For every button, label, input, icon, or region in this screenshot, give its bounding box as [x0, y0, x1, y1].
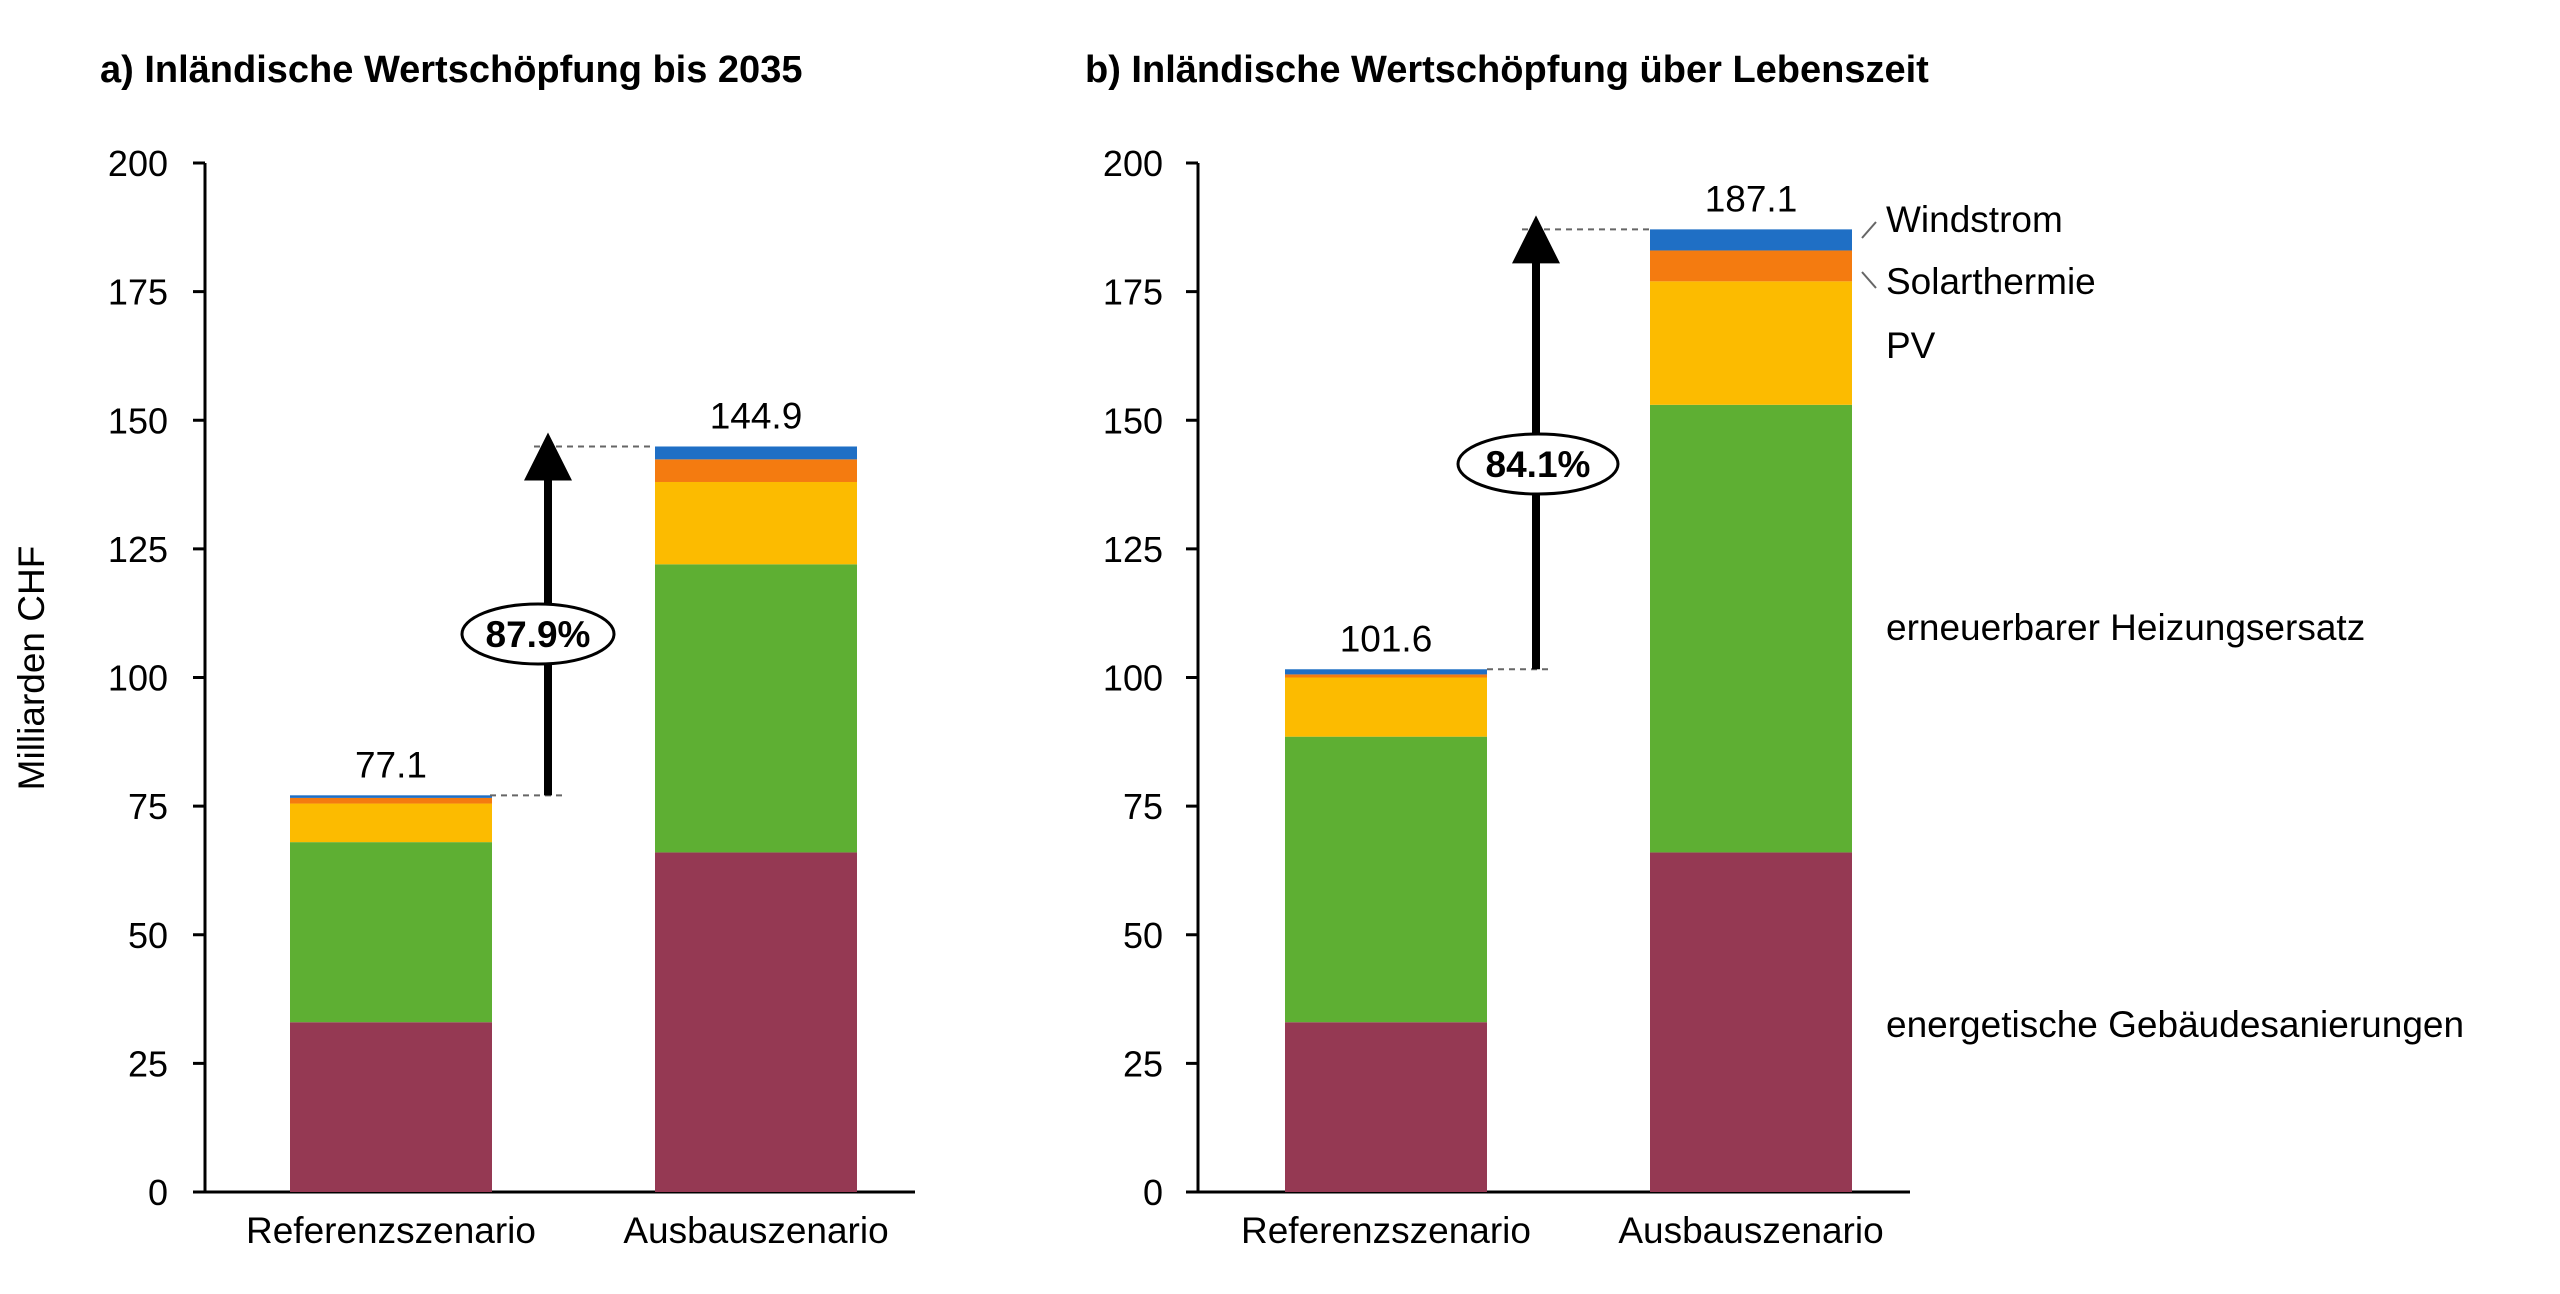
legend-leader-solarthermie — [1861, 271, 1877, 289]
bar-segment — [1285, 669, 1487, 675]
x-category-label: Referenzszenario — [246, 1210, 536, 1251]
bar-segment — [1285, 1022, 1487, 1192]
x-category-label: Ausbauszenario — [623, 1210, 888, 1251]
y-tick-label: 100 — [1103, 658, 1163, 699]
bar-segment — [290, 1022, 492, 1192]
panel-b-chart: b) Inländische Wertschöpfung über Lebens… — [1085, 49, 1929, 1251]
y-tick-label: 100 — [108, 658, 168, 699]
y-tick-label: 125 — [108, 529, 168, 570]
legend-pv: PV — [1886, 325, 1936, 366]
y-tick-label: 200 — [108, 143, 168, 184]
legend-leader-windstrom — [1861, 221, 1877, 239]
y-tick-label: 75 — [128, 786, 168, 827]
panel-a-axis: 0 25 50 75 100 125 150 175 200 — [108, 143, 915, 1213]
panel-a-increase-label: 87.9% — [486, 614, 591, 655]
bar-total-label: 101.6 — [1340, 618, 1433, 659]
y-tick-label: 25 — [1123, 1043, 1163, 1084]
legend: Windstrom Solarthermie PV erneuerbarer H… — [1861, 199, 2464, 1045]
y-tick-label: 175 — [108, 272, 168, 313]
y-tick-label: 25 — [128, 1043, 168, 1084]
y-tick-label: 0 — [1143, 1172, 1163, 1213]
bar-total-label: 77.1 — [355, 744, 427, 785]
bar-segment — [1285, 736, 1487, 1023]
legend-windstrom: Windstrom — [1886, 199, 2063, 240]
bar-total-label: 144.9 — [710, 395, 803, 436]
x-category-label: Referenzszenario — [1241, 1210, 1531, 1251]
bar-segment — [1650, 281, 1852, 405]
bar-segment — [1650, 404, 1852, 853]
bar-segment — [290, 803, 492, 843]
y-tick-label: 125 — [1103, 529, 1163, 570]
bar-segment — [1650, 250, 1852, 282]
y-tick-label: 0 — [148, 1172, 168, 1213]
bar-segment — [1650, 229, 1852, 251]
y-tick-label: 200 — [1103, 143, 1163, 184]
y-tick-label: 150 — [108, 400, 168, 441]
bar-segment — [655, 481, 857, 565]
panel-b-increase-label: 84.1% — [1486, 444, 1591, 485]
bar-total-label: 187.1 — [1705, 178, 1798, 219]
y-axis-label: Milliarden CHF — [11, 546, 52, 791]
y-tick-label: 75 — [1123, 786, 1163, 827]
legend-erneuerbarer-heizungsersatz: erneuerbarer Heizungsersatz — [1886, 607, 2365, 648]
bar-segment — [290, 797, 492, 804]
panel-a-title: a) Inländische Wertschöpfung bis 2035 — [100, 49, 802, 91]
panel-a-bars — [290, 446, 857, 1192]
y-tick-label: 175 — [1103, 272, 1163, 313]
y-tick-label: 50 — [1123, 915, 1163, 956]
panel-a-increase-annotation: 87.9% — [460, 432, 655, 797]
y-tick-label: 50 — [128, 915, 168, 956]
bar-segment — [1285, 677, 1487, 737]
panel-b-title: b) Inländische Wertschöpfung über Lebens… — [1085, 49, 1929, 91]
bar-segment — [655, 564, 857, 853]
bar-segment — [290, 842, 492, 1023]
bar-segment — [1285, 674, 1487, 678]
legend-energetische-gebaeudesanierungen: energetische Gebäudesanierungen — [1886, 1004, 2464, 1045]
bar-segment — [290, 795, 492, 798]
panel-b-bars — [1285, 229, 1852, 1192]
bar-segment — [655, 446, 857, 460]
panel-b-increase-ellipse — [1456, 432, 1620, 496]
bar-segment — [655, 459, 857, 482]
x-category-label: Ausbauszenario — [1618, 1210, 1883, 1251]
legend-solarthermie: Solarthermie — [1886, 261, 2096, 302]
bar-segment — [1650, 852, 1852, 1192]
panel-b-labels: 101.6 Referenzszenario 187.1 Ausbauszenario — [1241, 178, 1884, 1251]
panel-a-chart: a) Inländische Wertschöpfung bis 2035 0 2… — [100, 49, 915, 1251]
bar-segment — [655, 852, 857, 1192]
panel-a-increase-ellipse — [460, 602, 616, 666]
panel-b-increase-annotation: 84.1% — [1456, 215, 1650, 671]
panel-a-labels: 77.1 Referenzszenario 144.9 Ausbauszenario — [246, 395, 889, 1251]
y-tick-label: 150 — [1103, 400, 1163, 441]
